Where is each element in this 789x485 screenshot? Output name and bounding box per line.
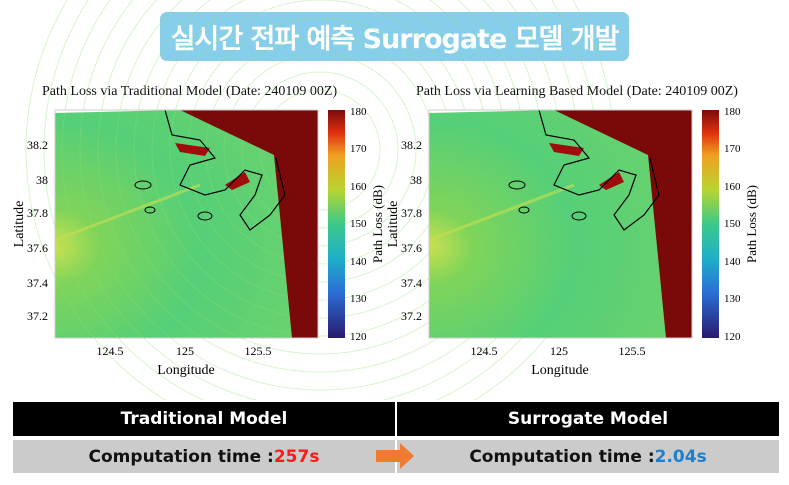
y-axis-label: Latitude	[386, 201, 401, 248]
header-traditional: Traditional Model	[13, 402, 395, 436]
colorbar-tick-label: 130	[724, 293, 741, 305]
y-tick-label: 37.8	[401, 206, 422, 220]
y-tick-label: 37.4	[27, 276, 48, 290]
map-learning: 38.2 38 37.8 37.6 37.4 37.2 124.5 125 125.5 Longi…	[386, 106, 759, 378]
colorbar-tick-label: 140	[724, 256, 741, 268]
y-tick-label: 38	[410, 173, 422, 187]
colorbar-tick-label: 160	[350, 181, 367, 193]
y-axis-label: Latitude	[12, 201, 27, 248]
colorbar-tick-label: 150	[724, 218, 741, 230]
y-tick-label: 38.2	[401, 138, 422, 152]
time-label: Computation time :	[469, 446, 655, 467]
y-tick-label: 37.6	[27, 241, 48, 255]
colorbar-label: Path Loss (dB)	[744, 185, 759, 263]
x-tick-label: 125	[550, 344, 568, 358]
banner-title: 실시간 전파 예측 Surrogate 모델 개발	[170, 24, 620, 55]
colorbar-tick-label: 170	[350, 143, 367, 155]
colorbar	[328, 110, 345, 338]
colorbar-tick-label: 180	[350, 106, 367, 118]
plot-title-learning: Path Loss via Learning Based Model (Date…	[416, 84, 738, 99]
time-traditional: Computation time : 257s	[13, 440, 395, 473]
header-surrogate: Surrogate Model	[397, 402, 779, 436]
plot-frame	[428, 109, 693, 339]
time-label: Computation time :	[88, 446, 274, 467]
colorbar-tick-label: 170	[724, 143, 741, 155]
time-value-surrogate: 2.04s	[654, 446, 707, 467]
time-surrogate: Computation time : 2.04s	[397, 440, 779, 473]
x-tick-label: 124.5	[97, 344, 124, 358]
colorbar-tick-label: 140	[350, 256, 367, 268]
x-axis-label: Longitude	[157, 363, 215, 378]
colorbar	[702, 110, 719, 338]
x-tick-label: 125.5	[245, 344, 272, 358]
y-tick-label: 38.2	[27, 138, 48, 152]
x-axis-label: Longitude	[531, 363, 589, 378]
y-tick-label: 38	[36, 173, 48, 187]
coastline	[164, 109, 286, 231]
colorbar-tick-label: 130	[350, 293, 367, 305]
plot-title-traditional: Path Loss via Traditional Model (Date: 2…	[42, 84, 338, 99]
path-loss-maps: 38.2 38 37.8 37.6 37.4 37.2 124.5 125 125.5 Longi…	[12, 0, 759, 400]
high-loss-region	[180, 110, 318, 338]
y-tick-label: 37.4	[401, 276, 422, 290]
y-tick-label: 37.2	[401, 309, 422, 323]
colorbar-tick-label: 120	[350, 331, 367, 343]
colorbar-tick-label: 160	[724, 181, 741, 193]
y-tick-label: 37.8	[27, 206, 48, 220]
colorbar-tick-label: 180	[724, 106, 741, 118]
title-banner: 실시간 전파 예측 Surrogate 모델 개발	[160, 12, 629, 61]
time-value-traditional: 257s	[273, 446, 320, 467]
y-tick-label: 37.6	[401, 241, 422, 255]
high-loss-region	[554, 110, 692, 338]
x-tick-label: 125	[176, 344, 194, 358]
plot-frame	[54, 109, 319, 339]
x-tick-label: 124.5	[471, 344, 498, 358]
colorbar-tick-label: 150	[350, 218, 367, 230]
colorbar-tick-label: 120	[724, 331, 741, 343]
colorbar-label: Path Loss (dB)	[370, 185, 385, 263]
coastline	[538, 109, 660, 231]
x-tick-label: 125.5	[619, 344, 646, 358]
y-tick-label: 37.2	[27, 309, 48, 323]
